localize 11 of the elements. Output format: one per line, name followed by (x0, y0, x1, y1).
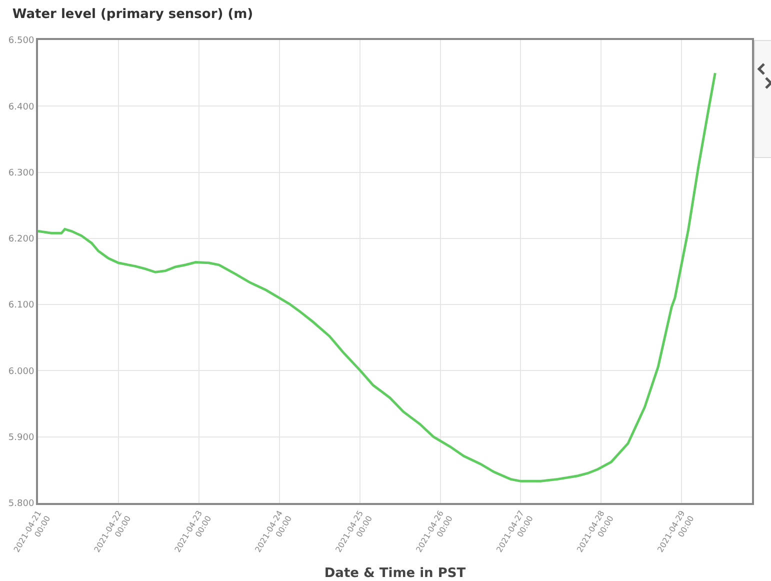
y-tick-label: 6.200 (8, 234, 34, 245)
y-tick-label: 5.900 (8, 433, 34, 444)
y-tick-label: 6.400 (8, 102, 34, 112)
y-tick-label: 6.000 (8, 366, 34, 377)
chart-title: Water level (primary sensor) (m) (12, 6, 254, 22)
y-tick-label: 6.500 (8, 36, 34, 46)
line-series (38, 72, 716, 482)
y-tick-label: 6.100 (8, 300, 34, 311)
y-tick-label: 5.800 (8, 499, 34, 510)
x-axis-title: Date & Time in PST (324, 566, 466, 581)
y-tick-label: 6.300 (8, 168, 34, 178)
